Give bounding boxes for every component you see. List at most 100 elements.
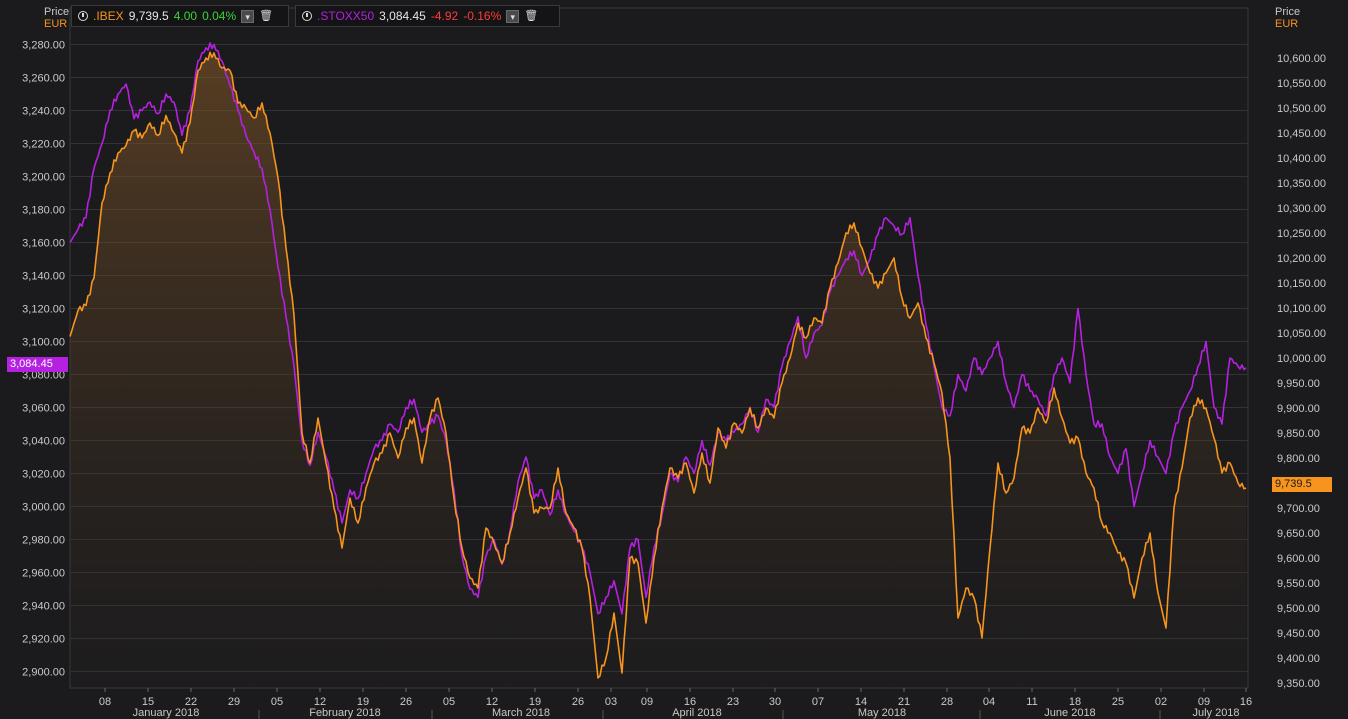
left-tick-label: 3,120.00 <box>22 304 65 316</box>
right-tick-label: 10,350.00 <box>1277 178 1326 190</box>
right-tick-label: 9,950.00 <box>1277 378 1320 390</box>
legend-stoxx[interactable]: .STOXX50 3,084.45 -4.92 -0.16% ▾ 🗑 <box>295 5 560 27</box>
right-axis-title: Price EUR <box>1275 6 1300 30</box>
right-tick-label: 10,250.00 <box>1277 228 1326 240</box>
left-axis-title: Price EUR <box>44 6 69 30</box>
left-tick-label: 3,080.00 <box>22 370 65 382</box>
right-tick-label: 9,400.00 <box>1277 653 1320 665</box>
x-tick-label: 12 <box>314 696 326 708</box>
x-tick-label: 09 <box>641 696 653 708</box>
x-tick-label: 09 <box>1198 696 1210 708</box>
ibex-last-price-tag: 9,739.5 <box>1272 477 1332 492</box>
right-tick-label: 9,650.00 <box>1277 528 1320 540</box>
x-tick-label: 26 <box>400 696 412 708</box>
trash-icon[interactable]: 🗑 <box>524 9 539 22</box>
left-tick-label: 3,260.00 <box>22 73 65 85</box>
right-tick-label: 10,550.00 <box>1277 78 1326 90</box>
left-tick-label: 3,140.00 <box>22 271 65 283</box>
x-tick-label: 30 <box>769 696 781 708</box>
legend-change: -4.92 <box>430 9 459 23</box>
x-tick-label: 28 <box>941 696 953 708</box>
x-tick-label: 02 <box>1155 696 1167 708</box>
left-axis-title-text: Price <box>44 6 70 18</box>
left-tick-label: 3,160.00 <box>22 238 65 250</box>
x-tick-label: 22 <box>185 696 197 708</box>
x-tick-label: 19 <box>529 696 541 708</box>
month-label: February 2018 <box>309 707 381 719</box>
right-tick-label: 9,850.00 <box>1277 428 1320 440</box>
month-label: April 2018 <box>672 707 722 719</box>
left-tick-label: 3,180.00 <box>22 205 65 217</box>
chevron-down-icon[interactable]: ▾ <box>506 9 520 23</box>
legend-change: 4.00 <box>173 9 198 23</box>
month-label: May 2018 <box>858 707 906 719</box>
left-tick-label: 3,220.00 <box>22 139 65 151</box>
legend-ibex[interactable]: .IBEX 9,739.5 4.00 0.04% ▾ 🗑 <box>71 5 289 27</box>
right-tick-label: 10,100.00 <box>1277 303 1326 315</box>
left-tick-label: 3,280.00 <box>22 40 65 52</box>
x-tick-label: 08 <box>99 696 111 708</box>
right-tick-label: 10,200.00 <box>1277 253 1326 265</box>
clock-icon[interactable] <box>78 11 88 21</box>
month-label: January 2018 <box>133 707 200 719</box>
x-tick-label: 11 <box>1026 696 1037 708</box>
ibex-area-fill <box>70 52 1246 689</box>
left-tick-label: 2,940.00 <box>22 601 65 613</box>
left-tick-label: 3,040.00 <box>22 436 65 448</box>
trash-icon[interactable]: 🗑 <box>259 9 274 22</box>
right-tick-label: 9,450.00 <box>1277 628 1320 640</box>
x-tick-label: 25 <box>1112 696 1124 708</box>
chevron-down-icon[interactable]: ▾ <box>241 9 255 23</box>
right-tick-label: 10,150.00 <box>1277 278 1326 290</box>
legend-symbol[interactable]: .STOXX50 <box>317 9 375 23</box>
right-tick-label: 10,500.00 <box>1277 103 1326 115</box>
right-tick-label: 9,600.00 <box>1277 553 1320 565</box>
right-tick-label: 9,500.00 <box>1277 603 1320 615</box>
left-tick-label: 3,000.00 <box>22 502 65 514</box>
right-axis-ticks: 9,350.00 9,400.00 9,450.00 9,500.00 9,550.00… <box>1277 53 1326 690</box>
right-tick-label: 10,000.00 <box>1277 353 1326 365</box>
left-tick-label: 3,200.00 <box>22 172 65 184</box>
left-tick-label: 2,900.00 <box>22 667 65 679</box>
right-tick-label: 9,700.00 <box>1277 503 1320 515</box>
right-tick-label: 10,300.00 <box>1277 203 1326 215</box>
x-tick-label: 12 <box>486 696 498 708</box>
right-tick-label: 9,550.00 <box>1277 578 1320 590</box>
month-label: June 2018 <box>1044 707 1095 719</box>
x-tick-label: 05 <box>443 696 455 708</box>
x-tick-label: 14 <box>855 696 867 708</box>
legend-change-pct: -0.16% <box>463 9 502 23</box>
month-labels: January 2018 February 2018 March 2018 April… <box>133 707 1240 719</box>
x-tick-label: 15 <box>142 696 154 708</box>
left-tick-label: 3,060.00 <box>22 403 65 415</box>
left-axis-currency: EUR <box>44 18 68 30</box>
month-label: March 2018 <box>492 707 550 719</box>
left-tick-label: 3,240.00 <box>22 106 65 118</box>
right-axis-title-text: Price <box>1275 6 1301 18</box>
series-lines <box>69 42 1247 679</box>
right-tick-label: 9,900.00 <box>1277 403 1320 415</box>
x-tick-label: 07 <box>812 696 824 708</box>
x-tick-label: 23 <box>727 696 739 708</box>
x-tick-label: 19 <box>357 696 369 708</box>
left-tick-label: 2,980.00 <box>22 535 65 547</box>
x-axis-ticks: 08 15 22 29 05 12 19 26 05 12 19 26 03 09 16 23 30 07 14 21… <box>99 688 1252 708</box>
ibex-series-line <box>69 51 1247 679</box>
right-tick-label: 10,450.00 <box>1277 128 1326 140</box>
legend-symbol[interactable]: .IBEX <box>93 9 124 23</box>
ibex-area <box>70 52 1246 689</box>
x-tick-label: 03 <box>605 696 617 708</box>
x-tick-label: 04 <box>983 696 995 708</box>
x-tick-label: 16 <box>1240 696 1252 708</box>
legend-last: 3,084.45 <box>379 9 426 23</box>
left-tick-label: 2,960.00 <box>22 568 65 580</box>
right-tick-label: 10,400.00 <box>1277 153 1326 165</box>
x-tick-label: 16 <box>684 696 696 708</box>
right-tick-label: 9,800.00 <box>1277 453 1320 465</box>
right-axis-currency: EUR <box>1275 18 1299 30</box>
x-tick-label: 29 <box>228 696 240 708</box>
right-tick-label: 10,600.00 <box>1277 53 1326 65</box>
right-tick-label: 10,050.00 <box>1277 328 1326 340</box>
clock-icon[interactable] <box>302 11 312 21</box>
